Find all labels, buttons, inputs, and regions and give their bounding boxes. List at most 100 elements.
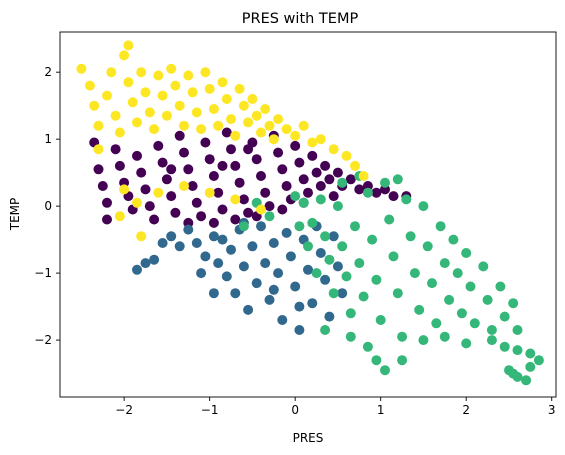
data-point	[144, 107, 155, 118]
data-point	[285, 251, 296, 262]
data-point	[123, 77, 134, 88]
data-point	[226, 114, 236, 125]
data-point	[110, 144, 121, 155]
data-point	[114, 127, 125, 138]
data-point	[337, 288, 348, 299]
data-point	[256, 127, 266, 138]
data-point	[499, 341, 510, 352]
data-point	[243, 207, 254, 218]
data-point	[256, 204, 266, 215]
data-point	[525, 361, 536, 372]
data-point	[230, 288, 241, 299]
data-point	[294, 157, 305, 168]
data-point	[298, 197, 309, 208]
data-point	[204, 154, 215, 165]
data-point	[362, 187, 373, 198]
data-point	[311, 167, 322, 178]
data-point	[226, 244, 236, 255]
data-point	[153, 187, 164, 198]
data-point	[388, 251, 399, 262]
data-point	[114, 160, 125, 171]
data-point	[315, 194, 326, 205]
data-point	[281, 227, 292, 238]
data-point	[362, 341, 373, 352]
data-point	[324, 311, 335, 322]
data-point	[277, 315, 288, 325]
data-point	[260, 187, 271, 198]
data-point	[170, 207, 181, 218]
data-point	[136, 167, 147, 178]
data-point	[230, 130, 241, 141]
data-point	[247, 241, 258, 252]
data-point	[136, 67, 147, 78]
x-axis-label: PRES	[293, 431, 324, 445]
data-point	[320, 325, 331, 335]
data-point	[469, 318, 480, 329]
data-point	[341, 271, 352, 282]
data-point	[221, 271, 232, 282]
data-point	[243, 144, 254, 155]
data-point	[196, 211, 207, 222]
data-point	[208, 231, 219, 242]
x-tick-label: −1	[201, 403, 219, 417]
data-point	[307, 150, 318, 161]
data-point	[174, 100, 185, 111]
data-point	[273, 268, 284, 279]
data-point	[153, 70, 164, 81]
data-point	[217, 204, 228, 215]
data-point	[341, 150, 352, 161]
data-point	[217, 77, 228, 88]
data-point	[294, 325, 305, 335]
data-point	[294, 221, 305, 232]
data-point	[380, 365, 390, 376]
data-point	[191, 197, 202, 208]
data-point	[251, 154, 262, 165]
data-point	[486, 335, 497, 346]
data-point	[93, 164, 104, 175]
data-point	[260, 104, 271, 114]
data-point	[136, 231, 147, 242]
data-point	[315, 181, 326, 191]
data-point	[93, 144, 104, 155]
data-point	[315, 248, 326, 258]
x-tick-label: 1	[377, 403, 385, 417]
data-point	[208, 288, 219, 299]
data-point	[97, 181, 108, 191]
data-point	[119, 50, 130, 61]
data-point	[230, 194, 241, 205]
data-point	[345, 174, 356, 185]
data-point	[427, 278, 437, 289]
y-tick-label: −1	[34, 266, 52, 280]
data-point	[166, 191, 177, 202]
data-point	[409, 268, 420, 279]
data-point	[140, 258, 151, 269]
data-point	[102, 214, 112, 225]
data-point	[157, 238, 168, 248]
data-point	[452, 268, 463, 279]
data-point	[337, 241, 348, 252]
data-point	[247, 94, 258, 104]
data-point	[495, 281, 506, 292]
data-point	[345, 331, 356, 342]
data-point	[213, 258, 224, 269]
data-point	[264, 211, 275, 222]
data-point	[166, 231, 177, 242]
y-axis-label: TEMP	[8, 198, 22, 232]
data-point	[345, 308, 356, 319]
y-tick-label: −2	[34, 333, 52, 347]
data-point	[251, 110, 262, 121]
data-point	[422, 241, 433, 252]
y-axis: −2 −1 0 1 2	[34, 65, 60, 347]
data-point	[482, 294, 493, 305]
axes-frame	[59, 31, 557, 398]
data-point	[456, 308, 467, 319]
data-point	[268, 134, 279, 145]
data-point	[358, 171, 369, 181]
data-point	[320, 274, 331, 285]
data-point	[243, 117, 254, 128]
data-point	[486, 325, 497, 335]
data-point	[183, 224, 194, 235]
data-point	[221, 127, 232, 138]
data-point	[264, 120, 275, 131]
